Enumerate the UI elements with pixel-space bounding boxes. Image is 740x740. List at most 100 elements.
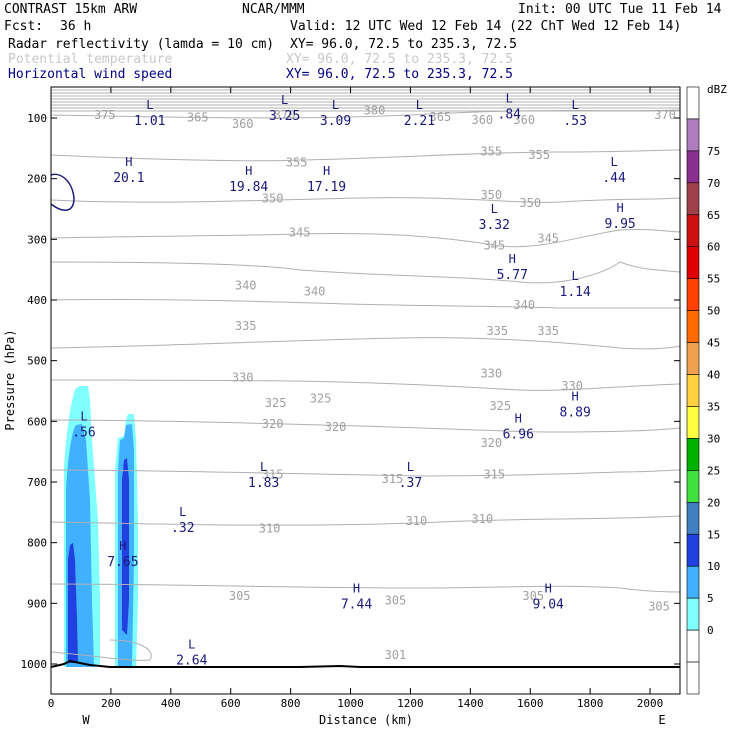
field-xy-theta: XY= 96.0, 72.5 to 235.3, 72.5 bbox=[286, 52, 513, 67]
x-axis-east-label: E bbox=[658, 713, 665, 727]
high-marker: H bbox=[119, 539, 126, 553]
theta-contour-label: 380 bbox=[364, 104, 386, 118]
extremum-value: 3.25 bbox=[269, 109, 300, 124]
low-marker: L bbox=[281, 93, 288, 107]
theta-contour-label: 365 bbox=[430, 110, 452, 124]
y-tick-label: 600 bbox=[27, 415, 47, 428]
theta-contour-label: 370 bbox=[274, 108, 296, 122]
colorbar-tick-label: 75 bbox=[707, 145, 720, 158]
low-marker: L bbox=[146, 98, 153, 112]
colorbar-swatch bbox=[686, 502, 700, 535]
contour-labels: 375 365 360 370 380 365 360 360 370 355 355 355 350 3… bbox=[94, 104, 676, 662]
high-marker: H bbox=[125, 155, 132, 169]
high-marker: H bbox=[353, 581, 360, 595]
x-tick-label: 800 bbox=[281, 697, 301, 710]
valid-time: Valid: 12 UTC Wed 12 Feb 14 (22 ChT Wed … bbox=[290, 19, 681, 34]
theta-contour-label: 320 bbox=[480, 436, 502, 450]
colorbar-tick-label: 10 bbox=[707, 560, 720, 573]
high-low-markers: L 1.01 L 3.25 L 3.09 L 2.21 L .84 L .53 H 20.1 H 19.84 H… bbox=[72, 92, 636, 669]
colorbar-tick-label: 60 bbox=[707, 241, 720, 254]
extremum-value: .44 bbox=[602, 171, 626, 186]
colorbar-swatch bbox=[686, 342, 700, 375]
extremum-value: 3.09 bbox=[320, 114, 351, 129]
low-marker: L bbox=[179, 505, 186, 519]
x-tick-label: 200 bbox=[101, 697, 121, 710]
extremum-value: 7.65 bbox=[107, 555, 138, 570]
theta-contour-315 bbox=[50, 469, 681, 477]
low-marker: L bbox=[506, 92, 513, 106]
field-name-theta: Potential temperature bbox=[8, 52, 173, 67]
reflectivity-cell-2-core bbox=[122, 458, 129, 635]
field-xy-wind: XY= 96.0, 72.5 to 235.3, 72.5 bbox=[286, 67, 513, 82]
theta-contour-label: 350 bbox=[262, 192, 284, 206]
theta-contour-label: 335 bbox=[235, 319, 257, 333]
theta-contour-340 bbox=[50, 261, 681, 284]
fcst-label: Fcst: bbox=[4, 19, 43, 34]
model-name: CONTRAST 15km ARW bbox=[4, 2, 137, 17]
x-tick-label: 0 bbox=[48, 697, 55, 710]
x-tick-label: 2000 bbox=[637, 697, 664, 710]
theta-contour-310 bbox=[50, 515, 681, 526]
theta-contour-label: 350 bbox=[480, 188, 502, 202]
extremum-value: 3.32 bbox=[479, 218, 510, 233]
theta-contours bbox=[50, 89, 681, 661]
theta-contour-330 bbox=[50, 337, 681, 350]
y-axis-title: Pressure (hPa) bbox=[3, 329, 17, 430]
theta-contour-label: 325 bbox=[265, 396, 287, 410]
high-marker: H bbox=[509, 252, 516, 266]
theta-contour-label: 315 bbox=[262, 468, 284, 482]
theta-contour-label: 310 bbox=[471, 512, 493, 526]
theta-contour-label: 330 bbox=[480, 366, 502, 380]
low-marker: L bbox=[491, 202, 498, 216]
theta-contour-label: 301 bbox=[385, 648, 407, 662]
colorbar-tick-label: 70 bbox=[707, 177, 720, 190]
theta-contour-label: 350 bbox=[519, 196, 541, 210]
extremum-value: 1.83 bbox=[248, 476, 279, 491]
axes: 0 200 400 600 800 1000 1200 1400 1600 1800 2000 100… bbox=[21, 87, 680, 710]
theta-contour-label: 375 bbox=[94, 108, 116, 122]
extremum-value: 1.14 bbox=[560, 285, 591, 300]
theta-contour-label: 305 bbox=[648, 599, 670, 613]
theta-contour-label: 305 bbox=[385, 593, 407, 607]
colorbar-swatch bbox=[686, 565, 700, 599]
reflectivity-shading bbox=[64, 386, 138, 667]
low-marker: L bbox=[407, 460, 414, 474]
colorbar-tick-label: 45 bbox=[707, 337, 720, 350]
extremum-value: .84 bbox=[498, 108, 522, 123]
colorbar-swatch bbox=[686, 118, 700, 152]
colorbar-tick-label: 55 bbox=[707, 273, 720, 286]
theta-contour-label: 360 bbox=[232, 117, 254, 131]
extremum-value: .37 bbox=[399, 476, 422, 491]
y-tick-label: 800 bbox=[27, 537, 47, 550]
theta-contour-label: 340 bbox=[235, 278, 257, 292]
extremum-value: .53 bbox=[563, 114, 586, 129]
theta-contour-301 bbox=[50, 639, 152, 661]
colorbar-swatch bbox=[686, 182, 700, 216]
low-marker: L bbox=[80, 410, 87, 424]
y-tick-label: 900 bbox=[27, 597, 47, 610]
x-tick-label: 1200 bbox=[397, 697, 424, 710]
colorbar-tick-label: 20 bbox=[707, 496, 720, 509]
init-time: Init: 00 UTC Tue 11 Feb 14 bbox=[518, 2, 722, 17]
extremum-value: 2.21 bbox=[404, 114, 435, 129]
theta-contour-label: 340 bbox=[304, 285, 326, 299]
extremum-value: 5.77 bbox=[497, 268, 528, 283]
colorbar-tick-label: 65 bbox=[707, 209, 720, 222]
high-marker: H bbox=[245, 164, 252, 178]
theta-contour-345 bbox=[50, 228, 681, 248]
colorbar-swatch bbox=[686, 214, 700, 248]
extremum-value: 9.04 bbox=[533, 597, 564, 612]
extremum-value: 17.19 bbox=[307, 180, 346, 195]
colorbar-swatch bbox=[686, 86, 700, 120]
extremum-value: 7.44 bbox=[341, 597, 372, 612]
colorbar-swatch bbox=[686, 374, 700, 407]
x-tick-label: 1600 bbox=[517, 697, 544, 710]
low-marker: L bbox=[188, 638, 195, 652]
y-tick-label: 1000 bbox=[21, 658, 48, 671]
low-marker: L bbox=[572, 269, 579, 283]
theta-contour-label: 320 bbox=[262, 417, 284, 431]
theta-contour-label: 355 bbox=[528, 148, 550, 162]
reflectivity-cell-1-core bbox=[68, 543, 78, 663]
colorbar-swatch bbox=[686, 310, 700, 343]
